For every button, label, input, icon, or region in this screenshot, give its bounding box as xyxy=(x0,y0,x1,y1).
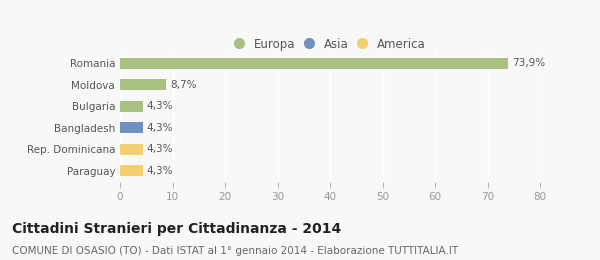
Text: COMUNE DI OSASIO (TO) - Dati ISTAT al 1° gennaio 2014 - Elaborazione TUTTITALIA.: COMUNE DI OSASIO (TO) - Dati ISTAT al 1°… xyxy=(12,246,458,256)
Bar xyxy=(120,144,143,155)
Text: 4,3%: 4,3% xyxy=(147,144,173,154)
Text: 4,3%: 4,3% xyxy=(147,166,173,176)
Bar xyxy=(120,58,508,69)
Bar xyxy=(120,79,166,90)
Text: 8,7%: 8,7% xyxy=(170,80,196,90)
Text: 4,3%: 4,3% xyxy=(147,123,173,133)
Text: Cittadini Stranieri per Cittadinanza - 2014: Cittadini Stranieri per Cittadinanza - 2… xyxy=(12,222,341,236)
Legend: Europa, Asia, America: Europa, Asia, America xyxy=(231,35,429,55)
Bar xyxy=(120,122,143,133)
Text: 73,9%: 73,9% xyxy=(512,58,545,68)
Text: 4,3%: 4,3% xyxy=(147,101,173,111)
Bar xyxy=(120,101,143,112)
Bar xyxy=(120,165,143,176)
